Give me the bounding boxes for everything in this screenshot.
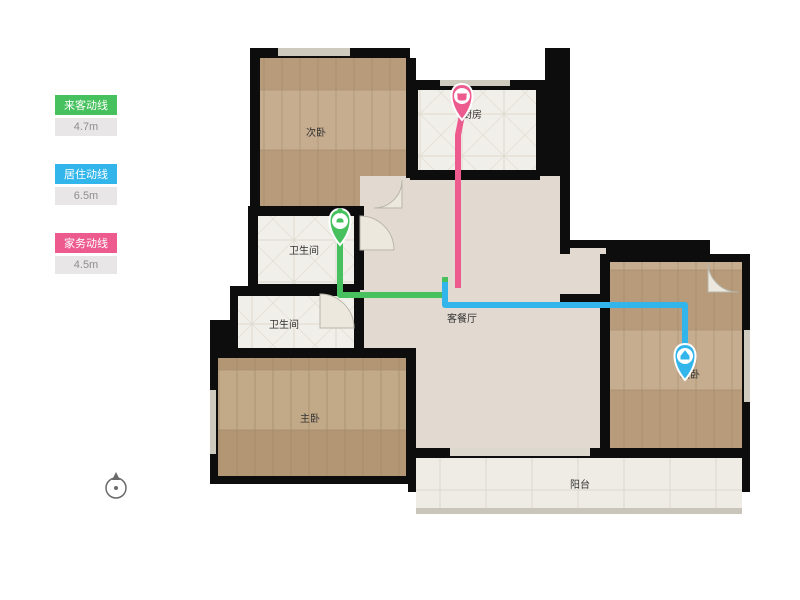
sliding-door bbox=[450, 448, 590, 456]
legend-guest-value: 4.7m bbox=[55, 118, 117, 136]
wall-int bbox=[406, 348, 416, 484]
legend-chore-title: 家务动线 bbox=[55, 233, 117, 253]
label-bathroom-1: 卫生间 bbox=[289, 244, 319, 257]
wall-int bbox=[354, 294, 364, 352]
legend-chore-value: 4.5m bbox=[55, 256, 117, 274]
legend-chore: 家务动线 4.5m bbox=[55, 233, 117, 274]
wall-int bbox=[210, 348, 410, 358]
legend-living-value: 6.5m bbox=[55, 187, 117, 205]
wall-int bbox=[600, 254, 610, 454]
room-kitchen bbox=[418, 90, 536, 170]
legend-guest-title: 来客动线 bbox=[55, 95, 117, 115]
window bbox=[744, 330, 750, 402]
label-secondary-bedroom-1: 次卧 bbox=[306, 126, 326, 139]
wall-int bbox=[410, 170, 540, 180]
label-bathroom-2: 卫生间 bbox=[269, 318, 299, 331]
window bbox=[440, 80, 510, 86]
wall-int bbox=[560, 240, 570, 254]
legend-guest: 来客动线 4.7m bbox=[55, 95, 117, 136]
balcony-rail bbox=[416, 508, 742, 514]
window bbox=[278, 48, 350, 56]
floor-plan: 次卧 厨房 卫生间 卫生间 客餐厅 主卧 次卧 阳台 bbox=[210, 30, 770, 575]
compass-icon bbox=[100, 470, 132, 507]
legend-living-title: 居住动线 bbox=[55, 164, 117, 184]
label-master-bedroom: 主卧 bbox=[300, 412, 320, 425]
label-living-dining: 客餐厅 bbox=[447, 312, 477, 325]
label-balcony: 阳台 bbox=[570, 478, 590, 491]
legend-living: 居住动线 6.5m bbox=[55, 164, 117, 205]
legend: 来客动线 4.7m 居住动线 6.5m 家务动线 4.5m bbox=[55, 95, 117, 302]
window bbox=[210, 390, 216, 454]
wall-int bbox=[536, 80, 546, 176]
wall-int bbox=[406, 58, 416, 178]
